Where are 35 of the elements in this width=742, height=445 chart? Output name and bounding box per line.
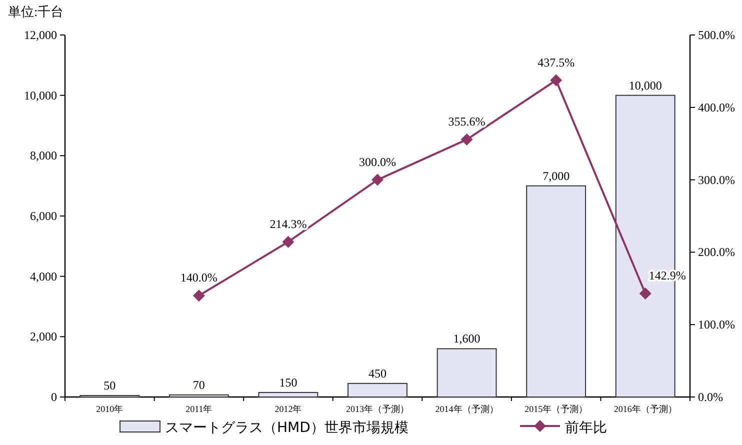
xtick: 2016年（予測） xyxy=(614,404,677,414)
label: 10,000 xyxy=(628,78,662,92)
xtick: 2013年（予測） xyxy=(346,404,409,414)
label: 450 xyxy=(368,366,386,380)
y2tick: 100.0% xyxy=(698,318,735,332)
ytick: 12,000 xyxy=(24,28,57,42)
label: 214.3% xyxy=(270,216,307,231)
y2tick: 400.0% xyxy=(698,100,735,114)
label: 1,600 xyxy=(453,332,480,346)
ytick: 10,000 xyxy=(24,88,57,102)
y2tick: 200.0% xyxy=(698,245,735,260)
label: 7,000 xyxy=(542,168,570,183)
xtick: 2014年（予測） xyxy=(435,404,498,414)
ytick: 2,000 xyxy=(30,330,57,344)
y2tick: 500.0% xyxy=(698,28,735,42)
label: 70 xyxy=(192,378,205,392)
label: 355.6% xyxy=(448,114,486,129)
xtick: 2011年 xyxy=(186,404,212,414)
ytick: 6,000 xyxy=(30,209,57,223)
label: 50 xyxy=(104,378,116,392)
legend-label: 前年比 xyxy=(565,420,607,436)
label: 437.5% xyxy=(538,55,575,70)
xtick: 2015年（予測） xyxy=(524,404,588,414)
xtick: 2010年 xyxy=(96,404,124,414)
ytick: 0 xyxy=(51,390,57,404)
label: 300.0% xyxy=(359,154,396,169)
label: 150 xyxy=(279,375,298,390)
y2tick: 300.0% xyxy=(698,172,735,187)
ylabel: 単位:千台 xyxy=(8,4,64,19)
label: 140.0% xyxy=(180,270,218,285)
y2tick: 0.0% xyxy=(698,390,723,404)
ytick: 8,000 xyxy=(30,148,57,163)
legend-label: スマートグラス（HMD）世界市場規模 xyxy=(165,420,408,436)
ytick: 4,000 xyxy=(30,269,57,284)
xtick: 2012年 xyxy=(274,404,302,414)
